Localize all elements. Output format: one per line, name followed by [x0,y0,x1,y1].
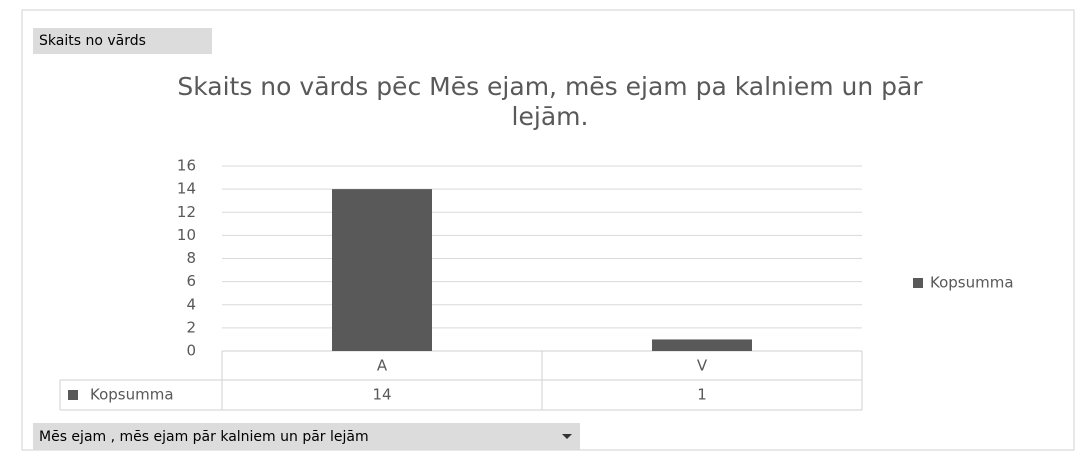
dropdown-arrow[interactable] [562,434,572,439]
axis-field-label: Mēs ejam , mēs ejam pār kalniem un pār l… [39,429,369,445]
value-field-label: Skaits no vārds [39,33,146,49]
y-tick-label: 6 [186,272,196,290]
x-tick-label: A [377,357,388,375]
table-value: 14 [372,386,391,404]
table-series-name: Kopsumma [90,386,174,404]
y-tick-label: 4 [186,295,196,313]
chart-border [21,9,1075,451]
chart-title: Skaits no vārds pēc Mēs ejam, mēs ejam p… [177,72,923,131]
y-tick-label: 0 [186,342,196,360]
value-field-button[interactable] [33,28,212,54]
y-tick-label: 10 [177,226,196,244]
x-tick-label: V [697,357,708,375]
table-value: 1 [697,386,707,404]
bar [652,339,752,351]
legend-key [913,278,923,288]
table-legend-key [68,390,78,400]
y-tick-label: 12 [177,203,196,221]
y-tick-label: 16 [177,157,196,175]
legend-label: Kopsumma [930,274,1014,292]
y-tick-label: 14 [177,180,196,198]
y-tick-label: 8 [186,249,196,267]
y-tick-label: 2 [186,318,196,336]
axis-field-button[interactable] [33,423,580,450]
bar [332,189,432,351]
